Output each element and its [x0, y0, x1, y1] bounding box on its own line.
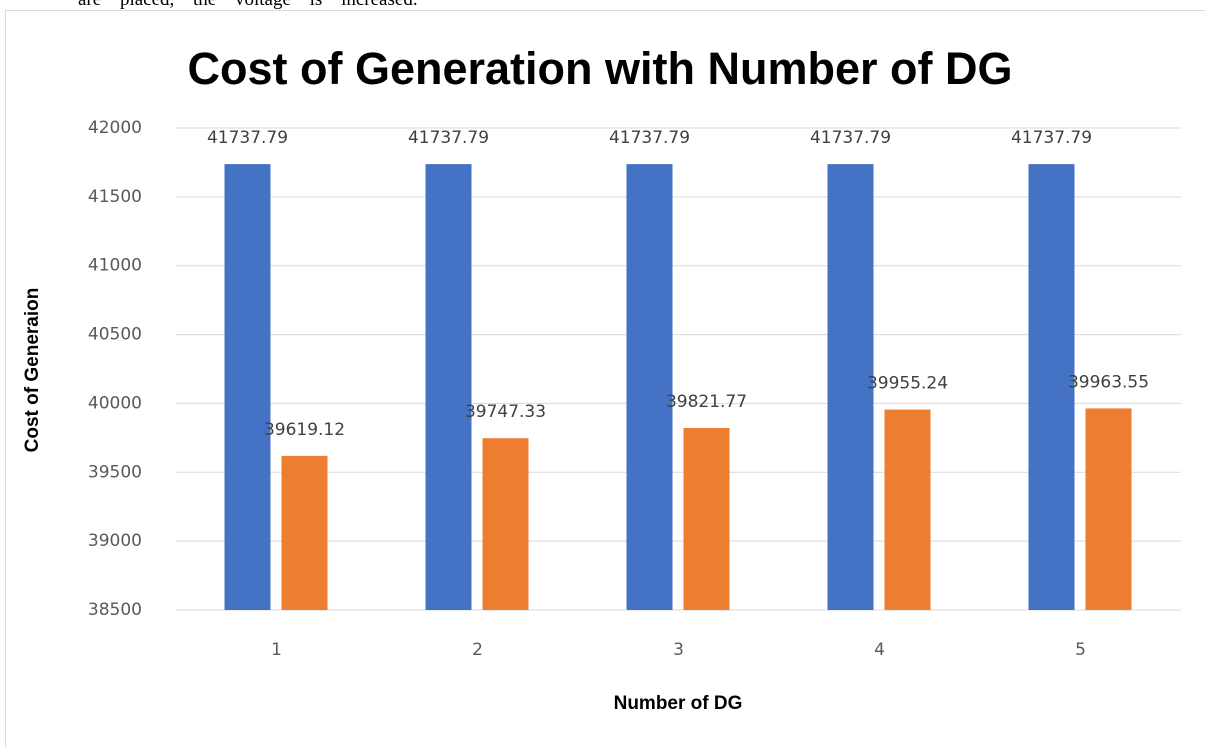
y-tick-label: 39000 — [88, 531, 142, 551]
chart-frame — [5, 10, 1205, 747]
y-tick-label: 41000 — [88, 256, 142, 276]
data-label: 39747.33 — [465, 402, 546, 422]
data-label: 39619.12 — [264, 420, 345, 440]
x-tick-label: 3 — [673, 640, 684, 660]
bar — [281, 455, 328, 610]
y-tick-label: 42000 — [88, 118, 142, 138]
data-label: 41737.79 — [609, 128, 690, 148]
x-tick-label: 2 — [472, 640, 483, 660]
bar — [482, 438, 529, 610]
bar — [425, 164, 472, 611]
data-label: 41737.79 — [207, 128, 288, 148]
data-label: 41737.79 — [1011, 128, 1092, 148]
data-label: 39963.55 — [1068, 372, 1149, 392]
y-tick-label: 38500 — [88, 600, 142, 620]
x-tick-label: 1 — [271, 640, 282, 660]
bar — [1085, 408, 1132, 610]
chart-title: Cost of Generation with Number of DG — [187, 43, 1012, 94]
y-tick-label: 40500 — [88, 325, 142, 345]
bar — [683, 427, 730, 610]
x-axis-title: Number of DG — [614, 693, 743, 714]
text-fragment: are placed, the voltage is increased. — [78, 0, 418, 11]
bar — [1028, 164, 1075, 611]
bar — [884, 409, 931, 610]
x-tick-label: 5 — [1075, 640, 1086, 660]
x-tick-label: 4 — [874, 640, 885, 660]
bar — [224, 164, 271, 611]
y-tick-label: 39500 — [88, 462, 142, 482]
y-axis-title: Cost of Generaion — [22, 288, 43, 453]
bar — [827, 164, 874, 611]
y-tick-label: 40000 — [88, 393, 142, 413]
data-label: 41737.79 — [810, 128, 891, 148]
data-label: 39821.77 — [666, 392, 747, 412]
data-label: 41737.79 — [408, 128, 489, 148]
bar — [626, 164, 673, 611]
data-label: 39955.24 — [867, 374, 948, 394]
y-tick-label: 41500 — [88, 187, 142, 207]
